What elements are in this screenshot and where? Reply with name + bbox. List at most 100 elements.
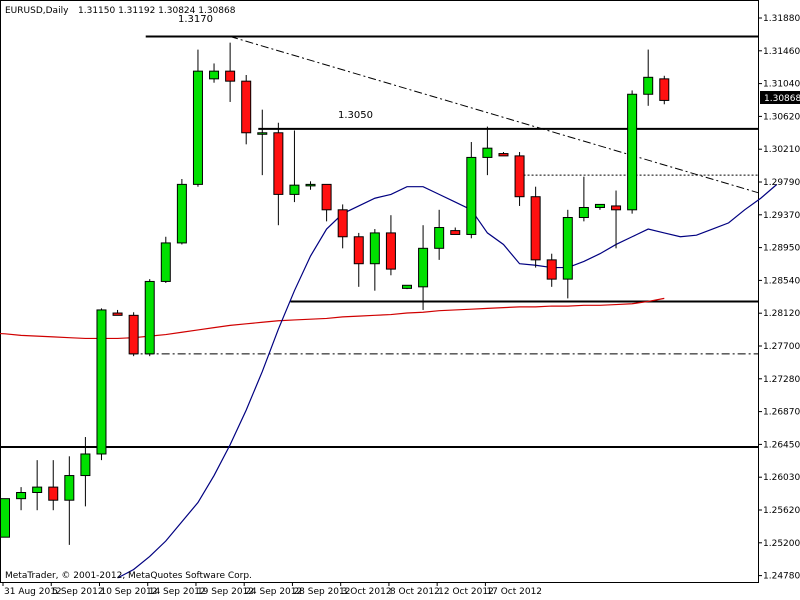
- candle-body: [192, 70, 203, 185]
- candle: [0, 498, 10, 538]
- candle-body: [225, 70, 236, 82]
- candle-body: [482, 147, 493, 158]
- time-tick-label: 31 Aug 2012: [4, 587, 62, 597]
- candle: [321, 183, 332, 222]
- candle: [305, 181, 316, 190]
- candle-body: [530, 196, 541, 261]
- price-tick-label: 1.26870: [763, 408, 800, 418]
- current-price-marker: [760, 91, 800, 104]
- price-axis: 1.31880 1.31460 1.31040 1.30620 1.30210 1.297…: [758, 14, 800, 582]
- time-tick-label: 24 Sep 2012: [245, 587, 302, 597]
- candle: [96, 308, 107, 461]
- chart-frame: [0, 0, 759, 583]
- price-tick-label: 1.27280: [763, 375, 800, 385]
- candle-body: [305, 183, 316, 187]
- price-tick-label: 1.28540: [763, 276, 800, 286]
- candle: [32, 460, 43, 511]
- price-tick-label: 1.28950: [763, 244, 800, 254]
- candle-body: [385, 232, 396, 270]
- candle-body: [353, 236, 364, 265]
- candle: [627, 90, 638, 214]
- time-tick-label: 10 Sep 2012: [100, 587, 157, 597]
- candle: [578, 176, 589, 222]
- candle-body: [241, 80, 252, 134]
- time-tick-label: 28 Sep 2012: [293, 587, 350, 597]
- time-tick-label: 8 Oct 2012: [390, 587, 440, 597]
- candle-body: [0, 498, 10, 538]
- horizontal-levels[interactable]: [0, 35, 758, 449]
- candle-body: [659, 78, 670, 101]
- candle-body: [289, 184, 300, 195]
- candle: [192, 49, 203, 187]
- candle: [64, 456, 75, 545]
- price-tick-label: 1.30620: [763, 112, 800, 122]
- candle-body: [96, 309, 107, 455]
- trendline[interactable]: [229, 36, 759, 194]
- candle-body: [321, 183, 332, 211]
- candle: [337, 204, 348, 249]
- candle-body: [160, 242, 171, 282]
- candle-body: [450, 230, 461, 235]
- candle: [369, 229, 380, 291]
- copyright-text: MetaTrader, © 2001-2012, MetaQuotes Soft…: [5, 571, 252, 581]
- price-tick-label: 1.31880: [763, 14, 800, 24]
- candle-body: [498, 153, 509, 157]
- candle: [434, 209, 445, 260]
- candle: [128, 312, 139, 357]
- price-tick-label: 1.30210: [763, 145, 800, 155]
- current-price-label: 1.30868: [764, 94, 800, 104]
- price-tick-label: 1.25620: [763, 506, 800, 516]
- candle-body: [16, 491, 27, 500]
- candle-body: [209, 70, 220, 80]
- candle-body: [578, 206, 589, 219]
- price-tick-label: 1.28120: [763, 309, 800, 319]
- symbol-label: EURUSD,Daily: [5, 6, 69, 16]
- candle-body: [80, 453, 91, 477]
- price-tick-label: 1.29370: [763, 211, 800, 221]
- level-label-1: 1.3170: [178, 14, 213, 25]
- candle: [466, 142, 477, 239]
- candle: [144, 279, 155, 357]
- candle: [160, 236, 171, 283]
- candle-body: [128, 314, 139, 355]
- candle-body: [48, 486, 59, 501]
- candle: [385, 215, 396, 276]
- candle-body: [514, 155, 525, 198]
- candle: [643, 49, 654, 106]
- candle: [546, 253, 557, 287]
- candle: [402, 284, 412, 290]
- candle-body: [369, 232, 380, 265]
- candle-body: [112, 312, 123, 316]
- candle-body: [337, 209, 348, 238]
- candle: [16, 487, 27, 511]
- time-tick-label: 19 Sep 2012: [197, 587, 254, 597]
- ohlc-readout: 1.31150 1.31192 1.30824 1.30868: [78, 6, 236, 16]
- candle: [450, 227, 461, 235]
- candle-body: [466, 156, 477, 235]
- candle-body: [627, 93, 638, 211]
- price-tick-label: 1.26450: [763, 440, 800, 450]
- candle: [530, 186, 541, 268]
- candle: [594, 203, 605, 210]
- time-tick-label: 12 Oct 2012: [438, 587, 494, 597]
- time-tick-label: 5 Sep 2012: [52, 587, 103, 597]
- price-tick-label: 1.24780: [763, 572, 800, 582]
- candles: [0, 42, 670, 545]
- candle: [482, 126, 493, 176]
- candle-body: [643, 76, 654, 95]
- candle-body: [32, 486, 43, 493]
- candle: [80, 437, 91, 507]
- candle-body: [418, 247, 429, 288]
- candle-body: [64, 475, 75, 501]
- candle-body: [562, 217, 573, 280]
- candle: [176, 178, 187, 245]
- candle-body: [611, 205, 622, 211]
- candle: [273, 122, 284, 226]
- candle-body: [402, 284, 412, 289]
- trendline-group[interactable]: [229, 36, 759, 194]
- candle: [514, 152, 525, 206]
- level-label-2: 1.3050: [338, 110, 373, 121]
